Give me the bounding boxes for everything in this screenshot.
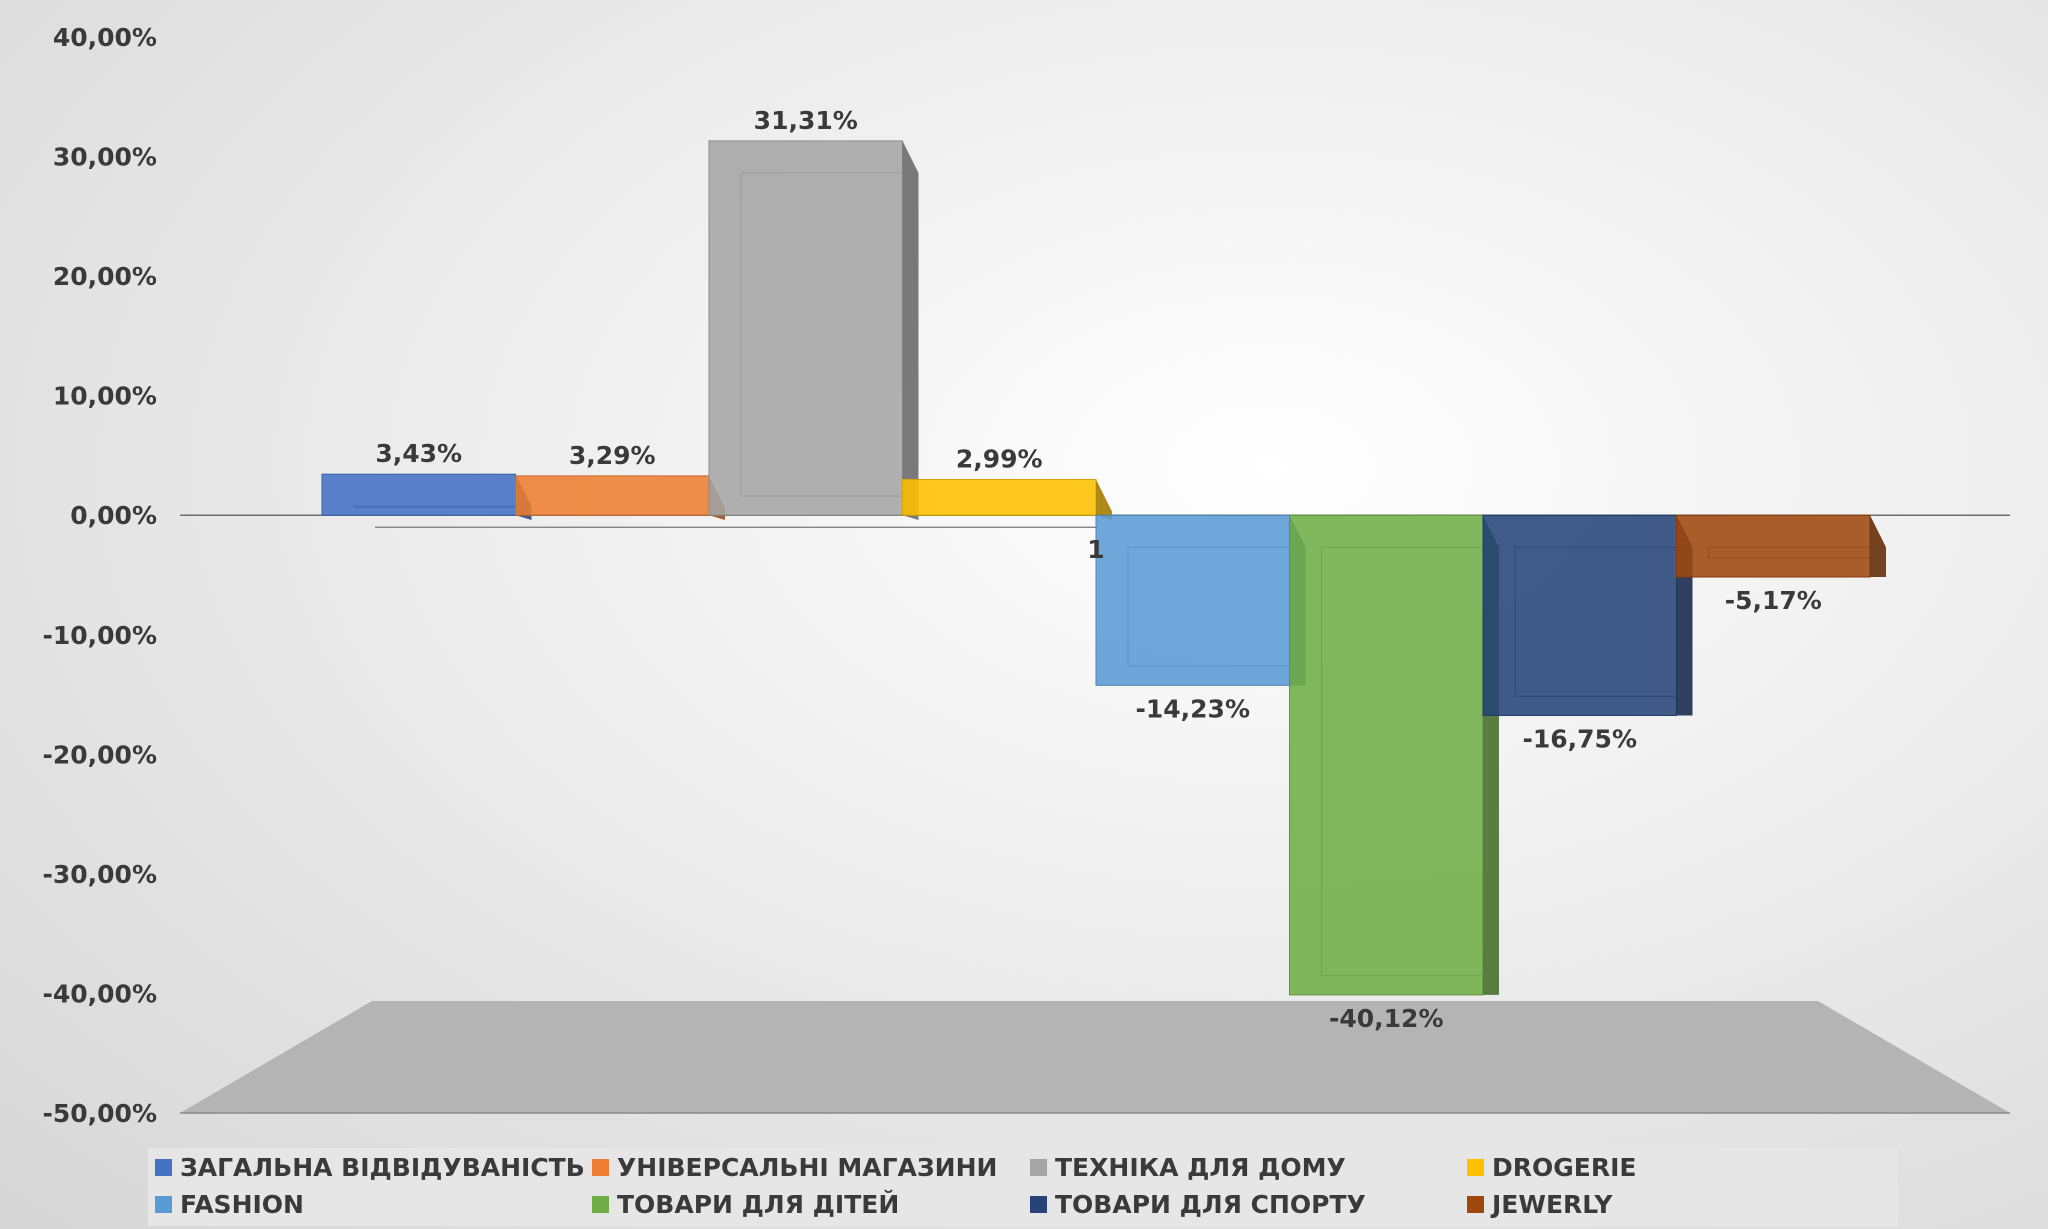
- legend-swatch: [155, 1196, 172, 1213]
- data-label: -14,23%: [1135, 694, 1250, 723]
- bar-front-face: [1095, 514, 1290, 686]
- bar-back-outline: [1514, 546, 1677, 697]
- legend-label: ТОВАРИ ДЛЯ СПОРТУ: [1055, 1190, 1366, 1219]
- bar: [1095, 514, 1306, 686]
- bar: [321, 473, 532, 521]
- legend-swatch: [155, 1159, 172, 1176]
- bar: [515, 475, 725, 521]
- data-label: -40,12%: [1329, 1004, 1444, 1033]
- data-label: -16,75%: [1522, 724, 1637, 753]
- y-tick-label: -50,00%: [42, 1099, 157, 1128]
- bar: [1289, 514, 1499, 996]
- bar: [1482, 514, 1693, 716]
- bar-front-face: [515, 475, 710, 516]
- y-tick-label: -30,00%: [42, 860, 157, 889]
- legend-swatch: [592, 1159, 609, 1176]
- y-tick-label: 20,00%: [53, 262, 157, 291]
- data-label: 31,31%: [754, 106, 858, 135]
- y-tick-label: -20,00%: [42, 740, 157, 769]
- y-tick-label: 30,00%: [53, 143, 157, 172]
- bar-back-outline: [353, 505, 516, 508]
- bar-front-face: [902, 478, 1097, 516]
- legend-label: JEWERLY: [1490, 1190, 1613, 1219]
- bar-side-face: [1096, 479, 1112, 521]
- y-tick-label: 40,00%: [53, 23, 157, 52]
- legend-swatch: [592, 1196, 609, 1213]
- legend-swatch: [1030, 1196, 1047, 1213]
- legend-box: [148, 1148, 1898, 1226]
- bar: [708, 140, 919, 521]
- y-tick-label: 0,00%: [70, 501, 157, 530]
- bar-side-face: [902, 140, 919, 521]
- y-tick-label: -10,00%: [42, 621, 157, 650]
- legend-label: ТЕХНІКА ДЛЯ ДОМУ: [1055, 1153, 1346, 1182]
- legend-label: ТОВАРИ ДЛЯ ДІТЕЙ: [617, 1190, 899, 1219]
- y-tick-label: 10,00%: [53, 382, 157, 411]
- bar-front-face: [1289, 514, 1484, 996]
- bar-front-face: [708, 140, 903, 516]
- data-label: 3,29%: [569, 441, 656, 470]
- bar-back-outline: [1321, 546, 1484, 977]
- data-label: -5,17%: [1725, 586, 1822, 615]
- y-tick-label: -40,00%: [42, 979, 157, 1008]
- legend-label: ЗАГАЛЬНА ВІДВІДУВАНІСТЬ: [180, 1153, 585, 1182]
- legend-swatch: [1467, 1196, 1484, 1213]
- data-label: 2,99%: [956, 444, 1043, 473]
- legend-swatch: [1467, 1159, 1484, 1176]
- bar: [1676, 514, 1886, 578]
- chart-floor: [180, 1001, 2010, 1113]
- data-label: 3,43%: [375, 439, 462, 468]
- legend-label: DROGERIE: [1492, 1153, 1636, 1182]
- legend-swatch: [1030, 1159, 1047, 1176]
- bar-front-face: [1676, 514, 1871, 578]
- bar-front-face: [1482, 514, 1677, 716]
- x-tick-label: 1: [1087, 535, 1104, 564]
- bar-back-outline: [740, 172, 903, 497]
- legend-label: FASHION: [180, 1190, 304, 1219]
- bar-front-face: [321, 473, 516, 516]
- legend-label: УНІВЕРСАЛЬНІ МАГАЗИНИ: [617, 1153, 997, 1182]
- bar-side-face: [1870, 515, 1886, 578]
- bar-back-outline: [1708, 546, 1871, 559]
- bar: [902, 478, 1112, 521]
